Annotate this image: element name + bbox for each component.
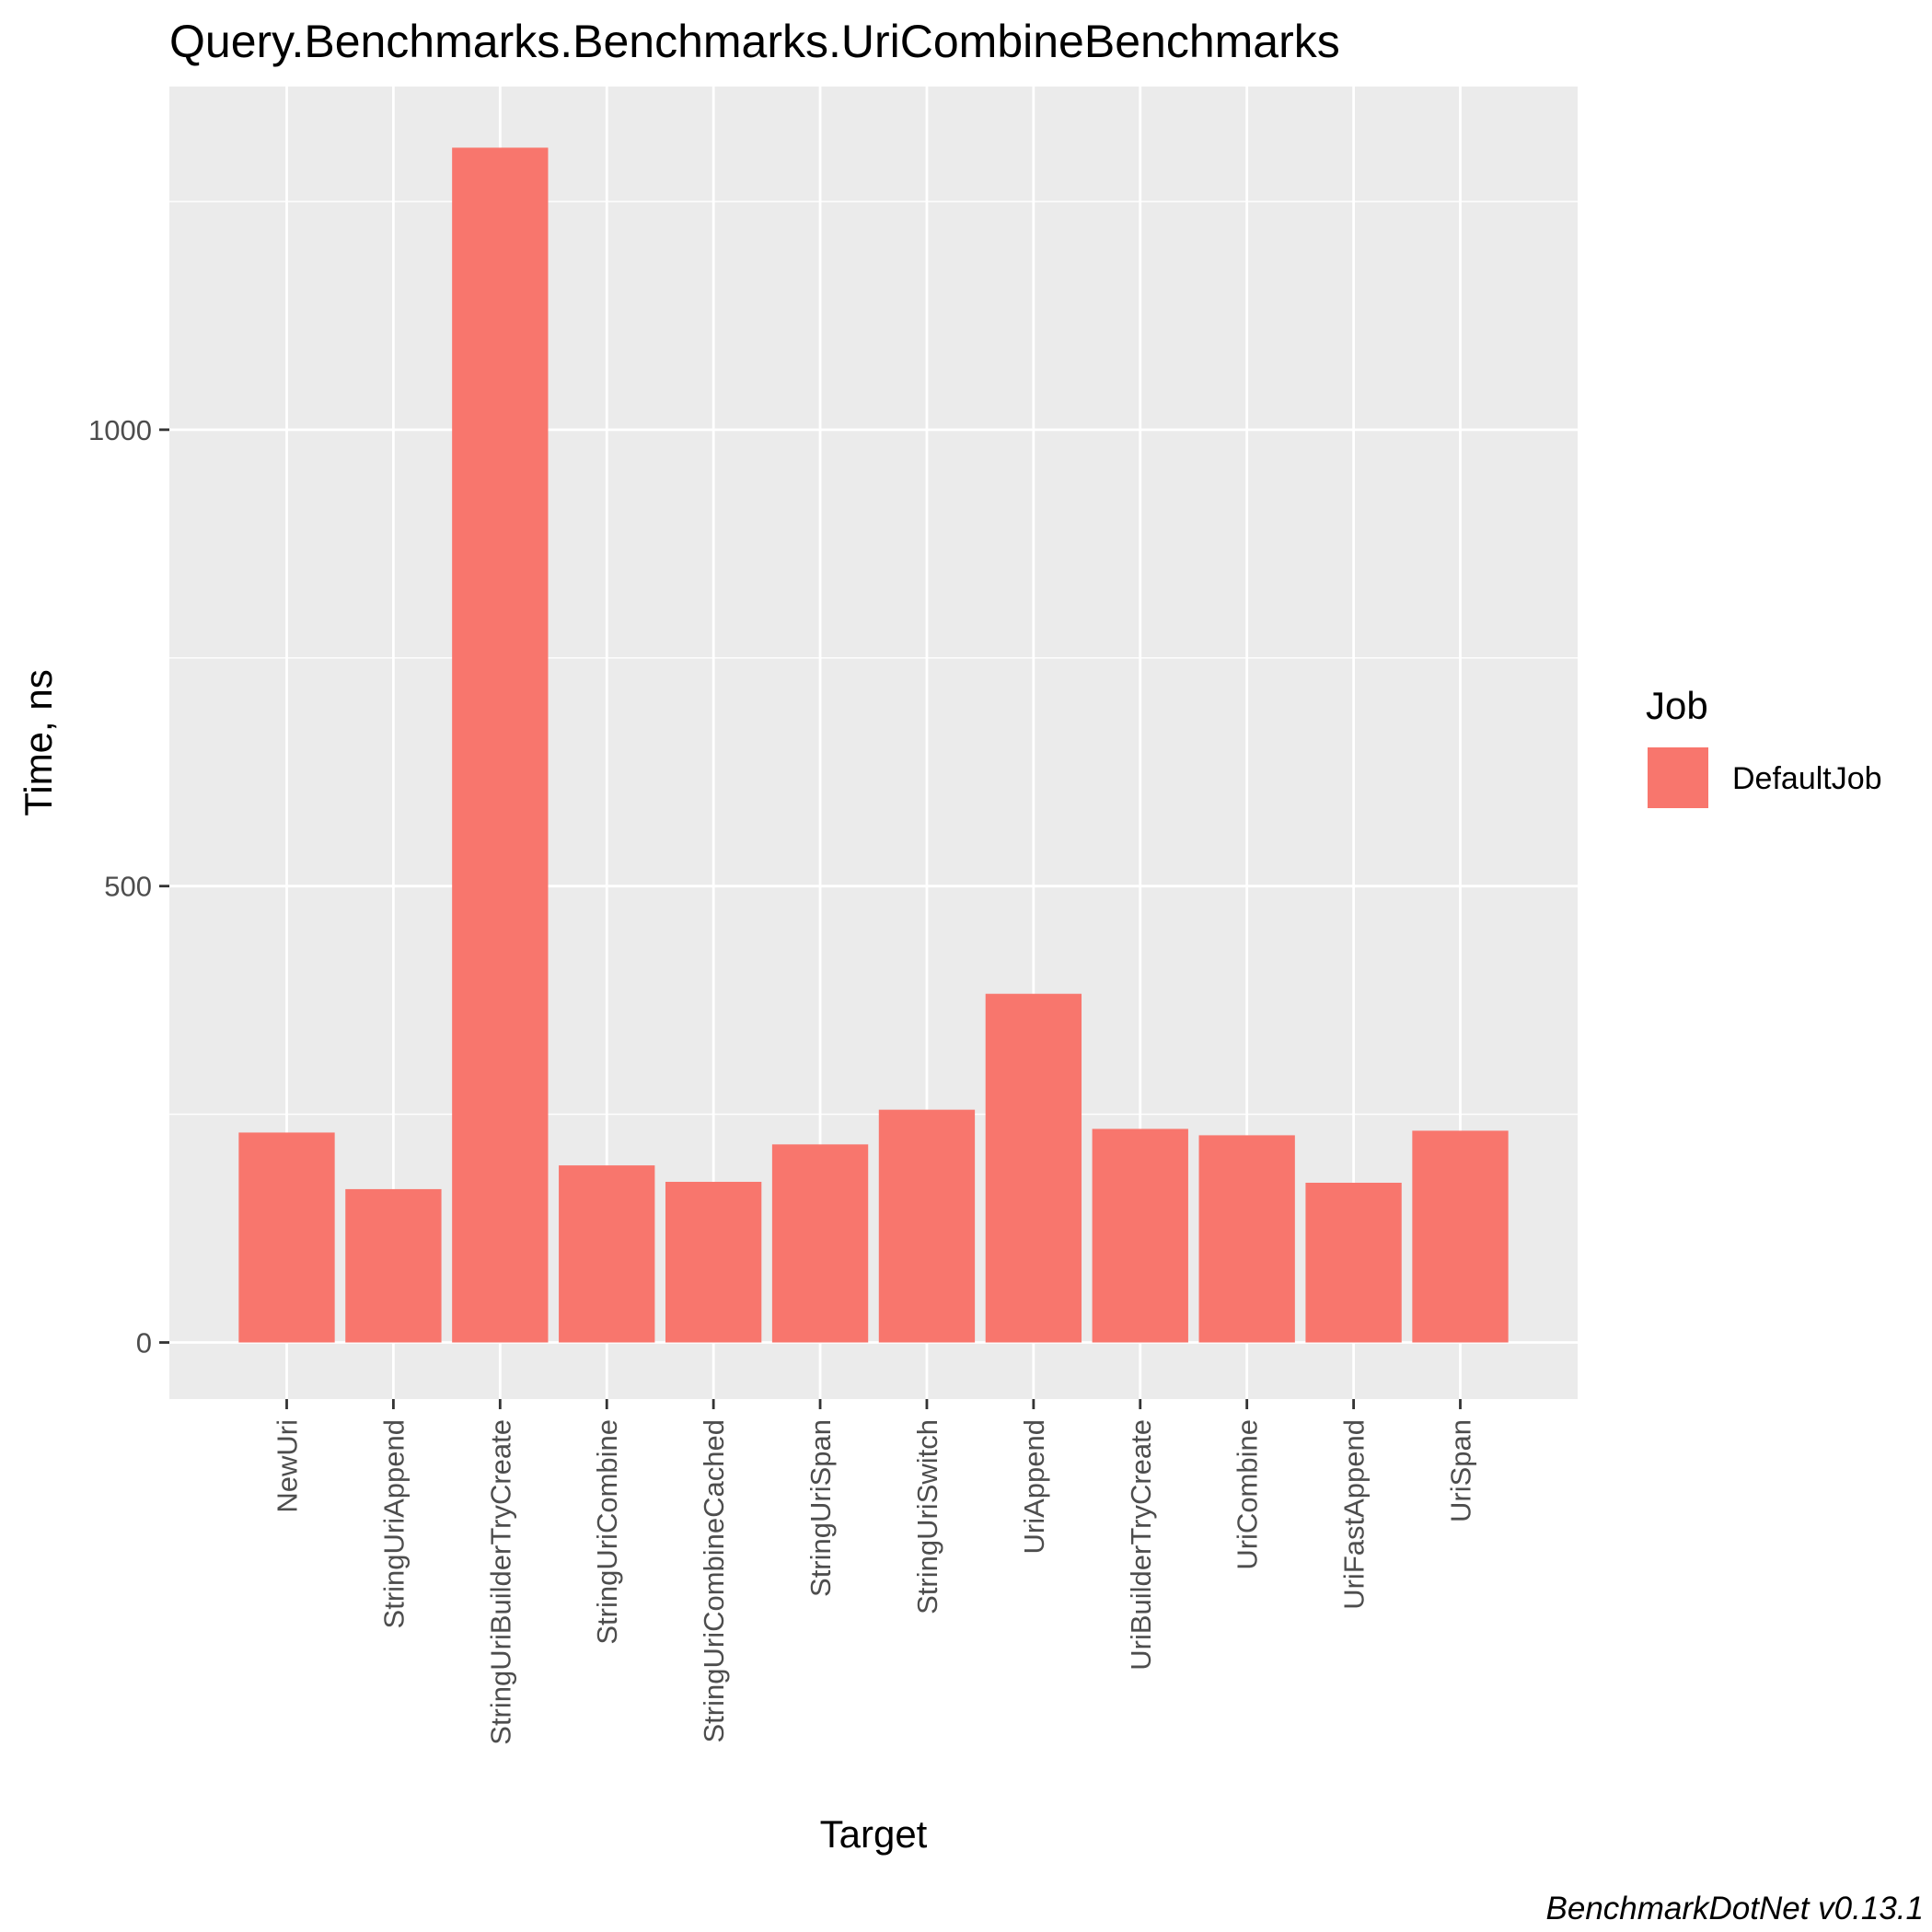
bar-UriSpan	[1412, 1130, 1509, 1343]
x-tick-label: UriFastAppend	[1338, 1419, 1371, 1610]
y-axis-title: Time, ns	[17, 669, 60, 816]
y-axis: 0 500 1000	[88, 414, 169, 1359]
bar-UriFastAppend	[1305, 1182, 1402, 1343]
legend-title: Job	[1646, 684, 1708, 727]
bar-StringUriCombineCached	[665, 1181, 762, 1343]
legend-label-defaultjob: DefaultJob	[1732, 761, 1882, 796]
caption: BenchmarkDotNet v0.13.1	[1546, 1891, 1924, 1926]
x-tick-label: UriAppend	[1018, 1419, 1050, 1554]
bars	[238, 147, 1509, 1343]
bar-NewUri	[238, 1132, 335, 1343]
bar-UriCombine	[1198, 1135, 1295, 1343]
x-tick-label: StringUriBuilderTryCreate	[484, 1419, 516, 1745]
minor-gridlines	[169, 201, 1578, 1116]
y-tick-label: 1000	[88, 414, 152, 446]
bar-StringUriSpan	[771, 1144, 869, 1343]
bar-UriBuilderTryCreate	[1092, 1128, 1188, 1343]
x-tick-label: StringUriSpan	[804, 1419, 837, 1597]
x-tick-label: UriBuilderTryCreate	[1125, 1419, 1157, 1671]
y-tick-label: 0	[136, 1327, 152, 1359]
chart-title: Query.Benchmarks.Benchmarks.UriCombineBe…	[169, 16, 1340, 67]
x-axis: NewUri StringUriAppend StringUriBuilderTry…	[272, 1399, 1477, 1745]
legend-key-defaultjob	[1648, 747, 1708, 808]
bar-StringUriBuilderTryCreate	[452, 147, 549, 1343]
bar-UriAppend	[985, 993, 1082, 1343]
bar-StringUriAppend	[345, 1188, 442, 1343]
bar-StringUriCombine	[559, 1165, 655, 1343]
x-tick-label: NewUri	[272, 1419, 304, 1513]
x-axis-title: Target	[820, 1812, 928, 1856]
y-tick-label: 500	[104, 871, 152, 903]
x-tick-label: StringUriAppend	[377, 1419, 410, 1628]
bar-StringUriSwitch	[878, 1109, 976, 1343]
x-tick-label: StringUriSwitch	[911, 1419, 943, 1614]
x-tick-label: UriSpan	[1445, 1419, 1477, 1522]
x-tick-label: StringUriCombineCached	[698, 1419, 730, 1743]
plot-panel	[169, 87, 1578, 1399]
x-tick-label: UriCombine	[1232, 1419, 1264, 1570]
legend: Job DefaultJob	[1646, 684, 1882, 808]
x-tick-label: StringUriCombine	[591, 1419, 623, 1645]
